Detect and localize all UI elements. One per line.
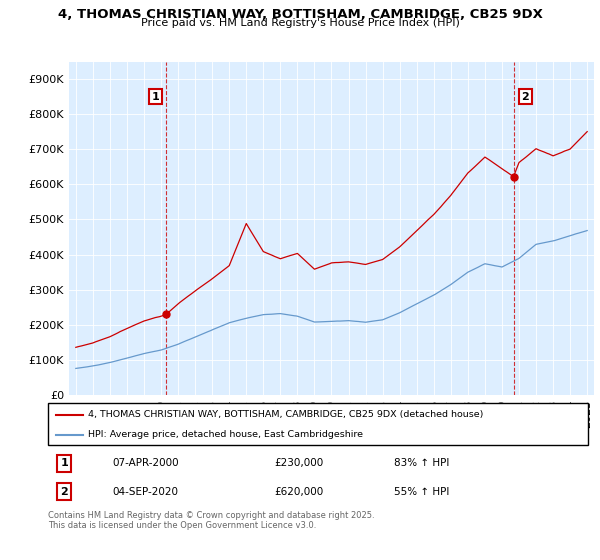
Text: £230,000: £230,000 (275, 458, 324, 468)
Text: 4, THOMAS CHRISTIAN WAY, BOTTISHAM, CAMBRIDGE, CB25 9DX (detached house): 4, THOMAS CHRISTIAN WAY, BOTTISHAM, CAMB… (89, 410, 484, 419)
Text: HPI: Average price, detached house, East Cambridgeshire: HPI: Average price, detached house, East… (89, 430, 364, 439)
Text: £620,000: £620,000 (275, 487, 324, 497)
Text: 2: 2 (521, 92, 529, 102)
Text: 2: 2 (61, 487, 68, 497)
Text: 83% ↑ HPI: 83% ↑ HPI (394, 458, 449, 468)
Text: 04-SEP-2020: 04-SEP-2020 (113, 487, 179, 497)
Text: 1: 1 (152, 92, 159, 102)
Text: 07-APR-2000: 07-APR-2000 (113, 458, 179, 468)
Text: Contains HM Land Registry data © Crown copyright and database right 2025.
This d: Contains HM Land Registry data © Crown c… (48, 511, 374, 530)
Text: 1: 1 (61, 458, 68, 468)
Text: Price paid vs. HM Land Registry's House Price Index (HPI): Price paid vs. HM Land Registry's House … (140, 18, 460, 29)
Text: 4, THOMAS CHRISTIAN WAY, BOTTISHAM, CAMBRIDGE, CB25 9DX: 4, THOMAS CHRISTIAN WAY, BOTTISHAM, CAMB… (58, 8, 542, 21)
Text: 55% ↑ HPI: 55% ↑ HPI (394, 487, 449, 497)
